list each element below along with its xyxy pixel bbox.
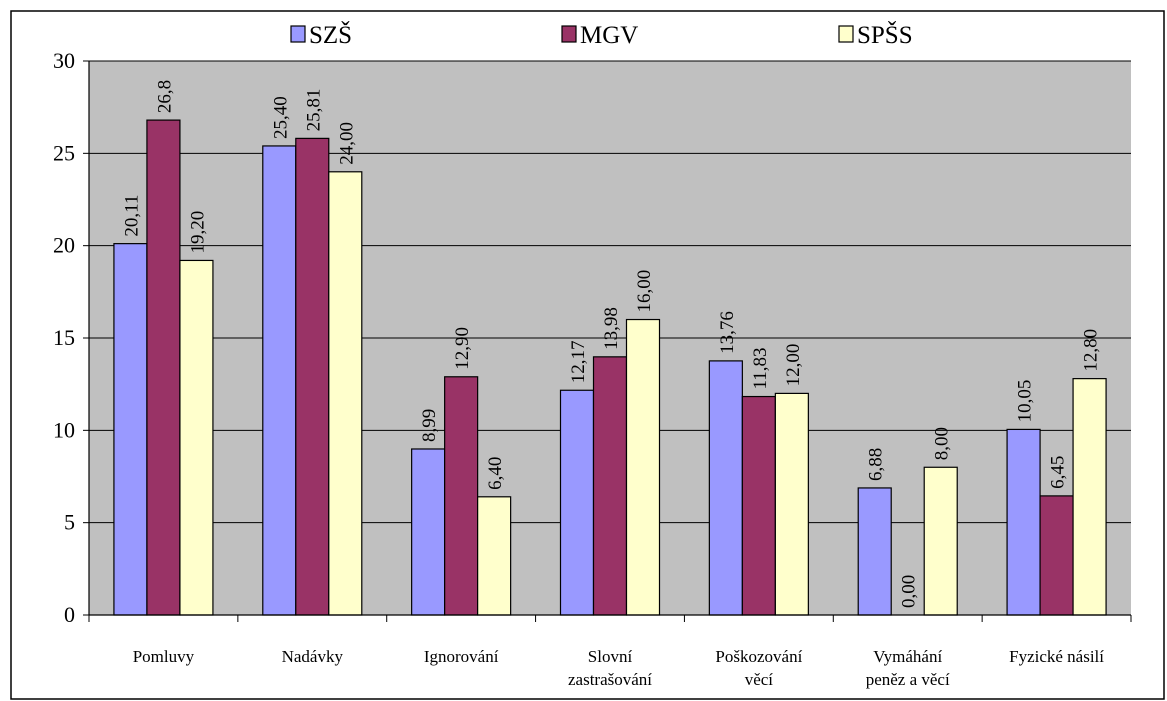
category-label: Nadávky (282, 647, 344, 666)
axes (83, 60, 1132, 622)
category-label: Fyzické násilí (1009, 647, 1104, 666)
bar (592, 356, 628, 616)
data-label: 12,00 (783, 344, 804, 387)
category-label: peněz a věcí (866, 670, 950, 689)
y-tick-label: 5 (64, 510, 75, 535)
category-labels: Pomluvy Nadávky Ignorování Slovní zastrašová… (133, 647, 1105, 689)
legend-label: SPŠS (857, 20, 913, 49)
bar (625, 318, 661, 616)
data-label: 8,99 (419, 409, 440, 442)
bar (146, 119, 181, 616)
bar (295, 137, 330, 616)
data-label: 26,8 (154, 80, 175, 113)
bar (708, 360, 743, 616)
bar (411, 448, 446, 616)
y-tick-labels: 0 5 10 15 20 25 30 (53, 48, 75, 627)
data-label: 8,00 (932, 427, 953, 460)
data-label: 11,83 (750, 347, 771, 389)
y-tick-label: 25 (53, 140, 75, 165)
bar (179, 259, 214, 616)
bar (1006, 428, 1041, 616)
data-label: 20,11 (121, 195, 142, 237)
y-tick-label: 30 (53, 48, 75, 73)
data-label: 0,00 (899, 575, 920, 608)
data-labels: 20,11 25,40 8,99 12,17 13,76 6,88 10,05 26,8 25,… (121, 80, 1101, 608)
data-label: 6,88 (866, 448, 887, 481)
category-label: Slovní (588, 647, 633, 666)
bar (857, 487, 892, 616)
y-tick-label: 10 (53, 417, 75, 442)
legend-label: MGV (580, 22, 638, 49)
data-label: 24,00 (336, 122, 357, 165)
data-label: 12,17 (568, 341, 589, 384)
bar (559, 389, 595, 616)
data-label: 13,76 (717, 311, 738, 354)
bar (262, 145, 297, 616)
bars (113, 119, 1107, 616)
bar (923, 466, 958, 616)
legend-label: SZŠ (309, 20, 352, 49)
data-label: 6,40 (485, 457, 506, 490)
legend-swatch (838, 25, 854, 43)
category-label: Vymáhání (873, 647, 942, 666)
data-label: 25,81 (303, 89, 324, 132)
category-label: Ignorování (424, 647, 499, 666)
bar (477, 496, 512, 616)
data-label: 12,80 (1081, 329, 1102, 372)
data-label: 19,20 (187, 211, 208, 254)
bar (444, 376, 479, 616)
category-label: Pomluvy (133, 647, 195, 666)
bar (774, 392, 809, 616)
category-label: zastrašování (568, 670, 652, 689)
bar (741, 395, 776, 616)
data-label: 10,05 (1015, 380, 1036, 423)
data-label: 12,90 (452, 327, 473, 370)
chart-frame (10, 10, 1165, 700)
legend-swatch (561, 25, 577, 43)
data-label: 6,45 (1048, 456, 1069, 489)
bar (1039, 495, 1074, 616)
data-label: 25,40 (270, 96, 291, 139)
y-tick-label: 15 (53, 325, 75, 350)
legend: SZŠ MGV SPŠS (290, 20, 913, 49)
y-tick-label: 0 (64, 602, 75, 627)
bar (328, 171, 363, 616)
data-label: 13,98 (601, 307, 622, 350)
data-label: 16,00 (634, 270, 655, 313)
category-label: Poškozování (715, 647, 802, 666)
legend-swatch (290, 25, 306, 43)
bar (113, 243, 148, 616)
bar (1072, 378, 1107, 616)
y-tick-label: 20 (53, 233, 75, 258)
category-label: věcí (745, 670, 774, 689)
